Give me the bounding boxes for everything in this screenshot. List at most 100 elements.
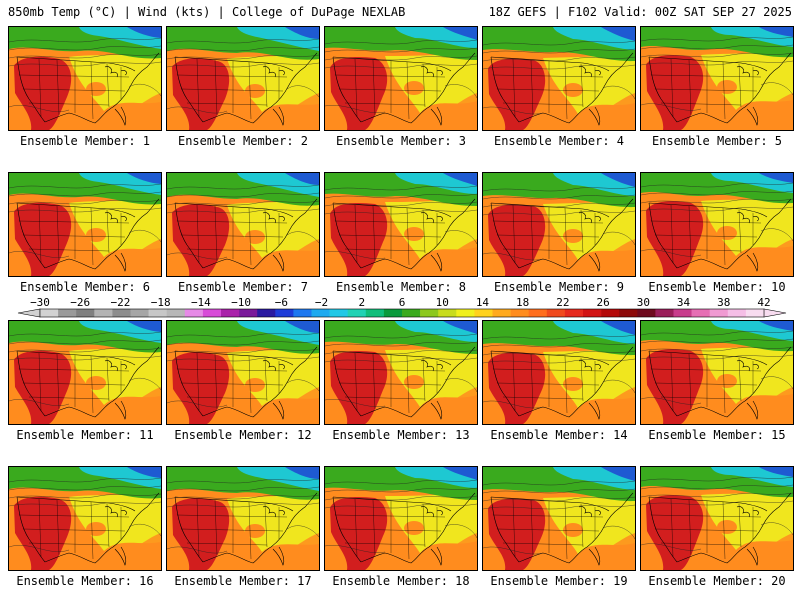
ensemble-member-map: [640, 320, 794, 425]
colorbar-swatch: [347, 309, 367, 317]
member-map-graphic: [483, 173, 635, 276]
ensemble-member-map: [482, 172, 636, 277]
run-info: 18Z GEFS | F102 Valid: 00Z SAT SEP 27 20…: [488, 5, 792, 19]
ensemble-member-label: Ensemble Member: 13: [332, 428, 470, 442]
ensemble-member-map: [640, 26, 794, 131]
temperature-colorbar: −30 −26 −22 −18 −14 −10 −6 −2 2 6 10 14 18 22 26 30 34 38…: [17, 296, 787, 318]
colorbar-tick-label: 14: [476, 296, 490, 309]
ensemble-member-label: Ensemble Member: 5: [651, 134, 783, 148]
colorbar-tick-label: −14: [191, 296, 211, 309]
colorbar-tick-label: 10: [436, 296, 449, 309]
ensemble-member-map: [8, 466, 162, 571]
colorbar-swatch: [637, 309, 656, 317]
colorbar-swatch: [94, 309, 113, 317]
ensemble-member-label: Ensemble Member: 18: [332, 574, 470, 588]
colorbar-swatch: [655, 309, 674, 317]
colorbar-swatch: [365, 309, 385, 317]
ensemble-member-map: [8, 172, 162, 277]
ensemble-member-map: [166, 172, 320, 277]
member-map-graphic: [167, 27, 319, 130]
ensemble-member-label: Ensemble Member: 9: [493, 280, 625, 294]
colorbar-swatch: [293, 309, 312, 317]
ensemble-member-label: Ensemble Member: 7: [177, 280, 309, 294]
member-map-graphic: [167, 173, 319, 276]
member-map-graphic: [641, 27, 793, 130]
colorbar-tick-label: −2: [315, 296, 328, 309]
colorbar-swatch: [583, 309, 602, 317]
colorbar-frame: [39, 308, 765, 318]
ensemble-member-map: [324, 466, 478, 571]
colorbar-tick-label: 2: [358, 296, 365, 309]
ensemble-member-label: Ensemble Member: 17: [174, 574, 312, 588]
member-map-graphic: [9, 467, 161, 570]
ensemble-member-label: Ensemble Member: 1: [19, 134, 151, 148]
colorbar-tick-label: −18: [151, 296, 171, 309]
colorbar-swatch: [619, 309, 638, 317]
ensemble-member-map: [482, 466, 636, 571]
member-map-graphic: [9, 321, 161, 424]
colorbar-swatch: [673, 309, 692, 317]
chart-title: 850mb Temp (°C) | Wind (kts) | College o…: [8, 5, 406, 19]
ensemble-member-map: [8, 26, 162, 131]
member-map-graphic: [325, 27, 477, 130]
ensemble-member-label: Ensemble Member: 10: [648, 280, 786, 294]
colorbar-swatch: [166, 309, 186, 317]
colorbar-swatch: [402, 309, 421, 317]
ensemble-member-label: Ensemble Member: 8: [335, 280, 467, 294]
member-map-graphic: [167, 467, 319, 570]
colorbar-swatch: [709, 309, 729, 317]
ensemble-member-map: [482, 320, 636, 425]
ensemble-member-label: Ensemble Member: 14: [490, 428, 628, 442]
ensemble-member-label: Ensemble Member: 6: [19, 280, 151, 294]
colorbar-swatch: [564, 309, 584, 317]
colorbar-swatch: [456, 309, 475, 317]
colorbar-swatch: [438, 309, 457, 317]
ensemble-member-map: [324, 26, 478, 131]
colorbar-tick-label: −30: [30, 296, 50, 309]
colorbar-swatch: [184, 309, 204, 317]
member-map-graphic: [9, 173, 161, 276]
ensemble-member-label: Ensemble Member: 20: [648, 574, 786, 588]
colorbar-swatch: [420, 309, 439, 317]
colorbar-swatch: [58, 309, 77, 317]
ensemble-member-map: [166, 466, 320, 571]
colorbar-swatch: [112, 309, 131, 317]
colorbar-swatch: [148, 309, 167, 317]
colorbar-swatch: [691, 309, 710, 317]
ensemble-member-label: Ensemble Member: 4: [493, 134, 625, 148]
colorbar-tick-label: −6: [275, 296, 288, 309]
colorbar-swatch: [492, 309, 511, 317]
member-map-graphic: [483, 27, 635, 130]
colorbar-min-arrow: [17, 308, 41, 318]
colorbar-swatch: [311, 309, 330, 317]
colorbar-swatch: [546, 309, 566, 317]
colorbar-swatch: [745, 309, 765, 317]
ensemble-member-label: Ensemble Member: 11: [16, 428, 154, 442]
ensemble-member-label: Ensemble Member: 16: [16, 574, 154, 588]
member-map-graphic: [483, 321, 635, 424]
colorbar-tick-label: 34: [677, 296, 691, 309]
member-map-graphic: [325, 173, 477, 276]
member-map-graphic: [167, 321, 319, 424]
member-map-graphic: [641, 321, 793, 424]
colorbar-swatch: [257, 309, 276, 317]
colorbar-swatch: [383, 309, 403, 317]
colorbar-tick-label: 22: [556, 296, 569, 309]
colorbar-swatch: [130, 309, 149, 317]
colorbar-tick-label: 38: [717, 296, 730, 309]
ensemble-member-map: [8, 320, 162, 425]
ensemble-member-map: [640, 466, 794, 571]
ensemble-member-label: Ensemble Member: 2: [177, 134, 309, 148]
colorbar-tick-label: 18: [516, 296, 529, 309]
ensemble-member-label: Ensemble Member: 19: [490, 574, 628, 588]
ensemble-member-map: [324, 172, 478, 277]
colorbar-max-arrow: [763, 308, 787, 318]
colorbar-tick-label: 42: [757, 296, 770, 309]
ensemble-member-label: Ensemble Member: 3: [335, 134, 467, 148]
colorbar-tick-label: −22: [111, 296, 131, 309]
member-map-graphic: [325, 467, 477, 570]
colorbar-swatch: [40, 309, 59, 317]
ensemble-member-map: [166, 26, 320, 131]
ensemble-member-map: [482, 26, 636, 131]
colorbar-swatch: [76, 309, 95, 317]
